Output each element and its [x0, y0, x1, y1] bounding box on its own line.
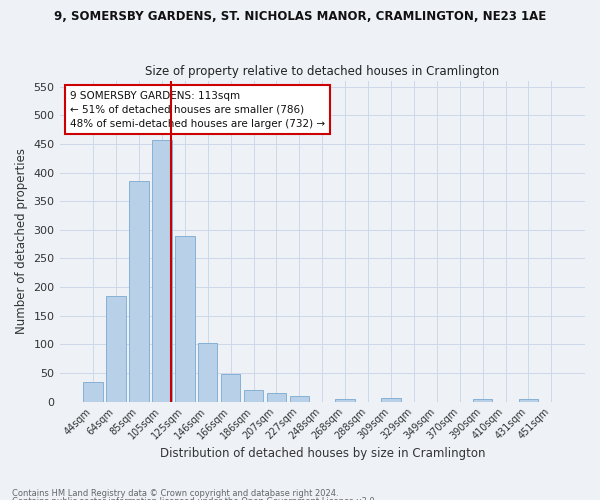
Bar: [106, 296, 126, 402]
Text: 9, SOMERSBY GARDENS, ST. NICHOLAS MANOR, CRAMLINGTON, NE23 1AE: 9, SOMERSBY GARDENS, ST. NICHOLAS MANOR,…: [54, 10, 546, 23]
Bar: [267, 393, 286, 402]
Y-axis label: Number of detached properties: Number of detached properties: [15, 148, 28, 334]
Bar: [335, 398, 355, 402]
Bar: [519, 400, 538, 402]
Text: Contains HM Land Registry data © Crown copyright and database right 2024.: Contains HM Land Registry data © Crown c…: [12, 488, 338, 498]
Text: Contains public sector information licensed under the Open Government Licence v3: Contains public sector information licen…: [12, 497, 377, 500]
Bar: [244, 390, 263, 402]
Text: 9 SOMERSBY GARDENS: 113sqm
← 51% of detached houses are smaller (786)
48% of sem: 9 SOMERSBY GARDENS: 113sqm ← 51% of deta…: [70, 90, 325, 128]
Bar: [473, 400, 493, 402]
Bar: [152, 140, 172, 402]
X-axis label: Distribution of detached houses by size in Cramlington: Distribution of detached houses by size …: [160, 447, 485, 460]
Bar: [83, 382, 103, 402]
Bar: [381, 398, 401, 402]
Bar: [290, 396, 309, 402]
Bar: [198, 342, 217, 402]
Title: Size of property relative to detached houses in Cramlington: Size of property relative to detached ho…: [145, 66, 499, 78]
Bar: [175, 236, 194, 402]
Bar: [129, 181, 149, 402]
Bar: [221, 374, 241, 402]
